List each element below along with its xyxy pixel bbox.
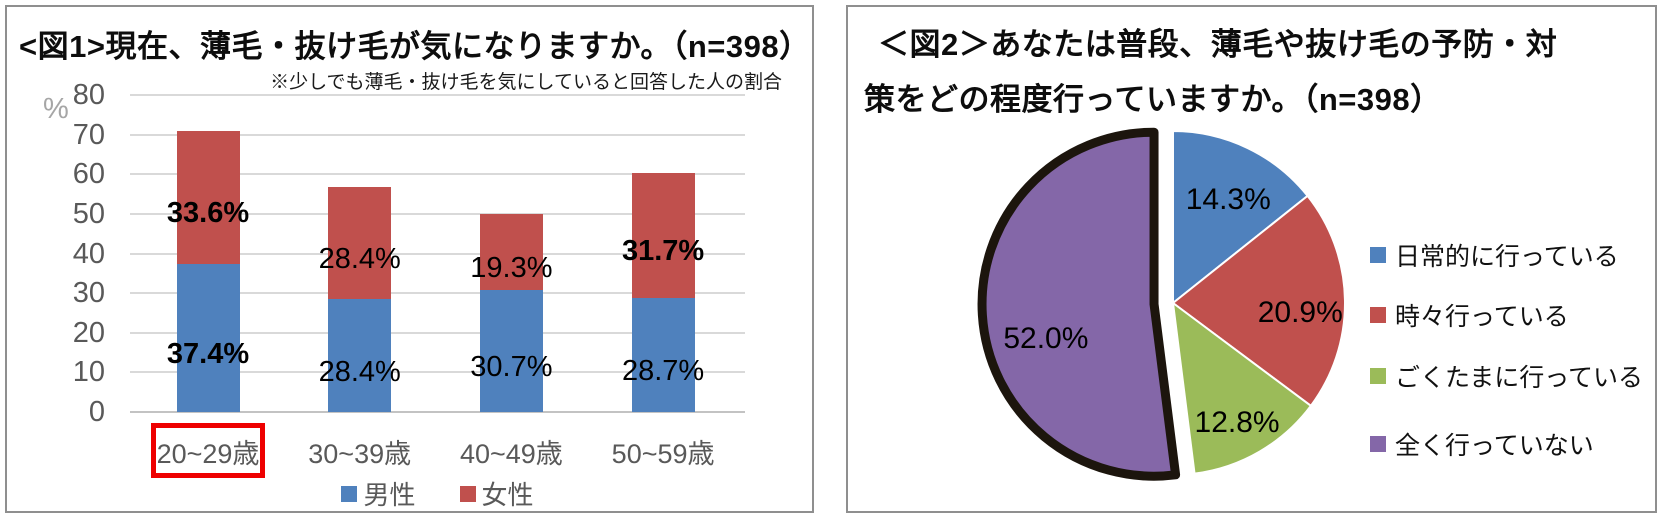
figure2-plot: 14.3% 20.9% 12.8% 52.0% 日常的に行っている 時々行っているごくたま… <box>848 7 1655 511</box>
legend-swatch <box>1370 307 1386 323</box>
figure1-legend: 男性 女性 <box>130 475 745 512</box>
legend-swatch <box>1370 368 1386 384</box>
pie-value-label: 14.3% <box>1185 183 1271 217</box>
bar-segment <box>176 130 240 264</box>
pie-value-label: 12.8% <box>1194 405 1280 439</box>
bar-value-label: 33.6% <box>166 197 250 230</box>
figure1-plot: 0 10 20 30 40 50 60 70 80% 37.4% 33.6% 20~29歳 28.4% 2… <box>7 7 812 511</box>
y-tick-label: 40 <box>72 237 105 270</box>
highlight-box <box>151 423 265 478</box>
y-tick-label: 50 <box>72 197 105 230</box>
bar-value-label: 31.7% <box>621 235 705 268</box>
legend-item: ごくたまに行っている <box>1370 358 1643 394</box>
bar-value-label: 28.7% <box>621 355 705 388</box>
legend-label: 日常的に行っている <box>1395 243 1619 271</box>
bar-value-label: 28.4% <box>318 355 401 388</box>
pie-slice <box>1171 194 1346 408</box>
legend-swatch <box>1370 247 1386 263</box>
y-tick-label: 20 <box>72 316 105 349</box>
pie-slice <box>977 127 1181 481</box>
y-tick-label: 80 <box>72 79 105 111</box>
pie-value-label: 20.9% <box>1257 296 1343 329</box>
bar-segment <box>631 298 695 412</box>
category-label: 30~39歳 <box>308 439 412 469</box>
pie-value-label: 52.0% <box>1003 321 1089 355</box>
bar-segment <box>631 172 695 299</box>
bar-segment <box>479 290 543 412</box>
gridline <box>130 252 745 255</box>
y-tick-label: 30 <box>72 277 105 310</box>
y-tick-label: 70 <box>72 118 105 151</box>
gridline <box>130 292 745 295</box>
legend-item: 男性 <box>341 475 416 512</box>
gridline <box>130 133 745 136</box>
gridline <box>130 94 745 96</box>
figure1-title: <図1>現在、薄毛・抜け毛が気になりますか。（n=398） <box>19 29 811 64</box>
category-label: 50~59歳 <box>611 439 715 469</box>
legend-label: 男性 <box>363 480 416 510</box>
figure2-title-line2: 策をどの程度行っていますか。（n=398） <box>864 82 1442 117</box>
y-axis-unit-label: % <box>43 93 69 125</box>
gridline <box>130 411 745 413</box>
legend-item: 時々行っている <box>1370 297 1569 333</box>
bar-value-label: 28.4% <box>318 243 401 276</box>
y-tick-label: 60 <box>72 158 105 191</box>
legend-label: ごくたまに行っている <box>1395 364 1644 392</box>
category-label: 40~49歳 <box>459 439 563 469</box>
figure2-panel: ＜図2＞あなたは普段、薄毛や抜け毛の予防・対 策をどの程度行っていますか。（n=… <box>846 5 1657 513</box>
gridline <box>130 371 745 374</box>
legend-swatch <box>1370 436 1386 452</box>
figure2-pie-svg <box>977 127 1346 481</box>
legend-swatch <box>341 485 358 502</box>
gridline <box>130 331 745 334</box>
legend-swatch <box>459 485 476 502</box>
figure1-panel: <図1>現在、薄毛・抜け毛が気になりますか。（n=398） ※少しでも薄毛・抜け… <box>5 5 814 513</box>
pie-slice <box>1171 300 1313 475</box>
figure1-note: ※少しでも薄毛・抜け毛を気にしていると回答した人の割合 <box>270 72 782 93</box>
category-label: 20~29歳 <box>156 439 260 469</box>
legend-label: 時々行っている <box>1395 303 1569 331</box>
legend-item: 全く行っていない <box>1370 426 1594 462</box>
gridline <box>130 173 745 176</box>
bar-segment <box>328 299 392 412</box>
figure2-title: ＜図2＞あなたは普段、薄毛や抜け毛の予防・対 策をどの程度行っていますか。（n=… <box>864 17 1557 127</box>
bar-value-label: 30.7% <box>470 351 553 384</box>
legend-item: 日常的に行っている <box>1370 237 1619 273</box>
figure2-title-line1: ＜図2＞あなたは普段、薄毛や抜け毛の予防・対 <box>878 27 1558 62</box>
pie-slice <box>1172 129 1309 306</box>
bar-segment <box>328 186 392 300</box>
y-tick-label: 0 <box>88 396 105 428</box>
legend-label: 女性 <box>481 480 534 510</box>
y-tick-label: 10 <box>72 356 105 389</box>
legend-label: 全く行っていない <box>1395 432 1594 460</box>
legend-item: 女性 <box>459 475 534 512</box>
bar-segment <box>479 213 543 291</box>
gridline <box>130 212 745 215</box>
bar-value-label: 37.4% <box>166 337 250 370</box>
bar-segment <box>176 263 240 412</box>
bar-value-label: 19.3% <box>470 252 553 285</box>
